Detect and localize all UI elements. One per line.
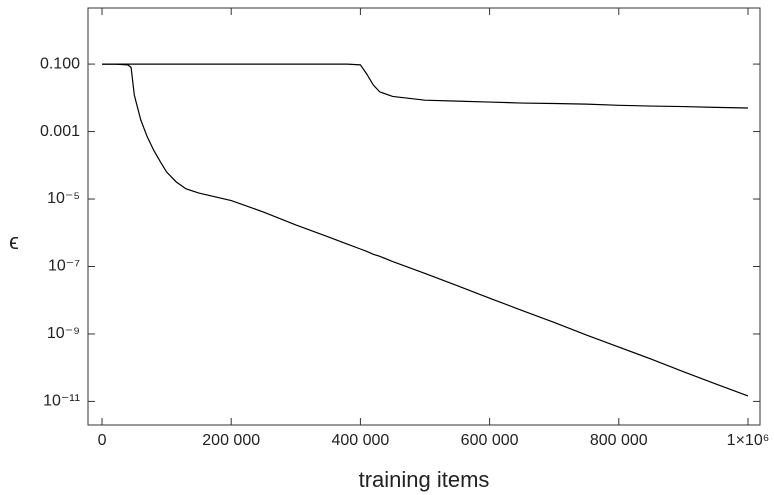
x-tick-label: 0 <box>98 432 107 449</box>
y-tick-label: 10⁻⁷ <box>48 258 80 275</box>
y-axis-title: ϵ <box>9 229 19 254</box>
y-tick-label: 10⁻⁵ <box>47 190 80 207</box>
y-tick-label: 10⁻¹¹ <box>43 393 80 410</box>
y-tick-label: 0.100 <box>40 55 80 72</box>
x-tick-label: 200 000 <box>202 432 260 449</box>
series-line <box>102 63 749 397</box>
x-tick-label: 400 000 <box>331 432 389 449</box>
y-tick-label: 10⁻⁹ <box>47 325 80 342</box>
y-tick-label: 0.001 <box>40 123 80 140</box>
plot-frame <box>87 7 761 426</box>
x-tick-label: 800 000 <box>590 432 648 449</box>
x-axis-title: training items <box>359 467 490 492</box>
series-line <box>102 63 749 109</box>
x-tick-label: 1×10⁶ <box>727 432 770 449</box>
x-tick-label: 600 000 <box>461 432 519 449</box>
